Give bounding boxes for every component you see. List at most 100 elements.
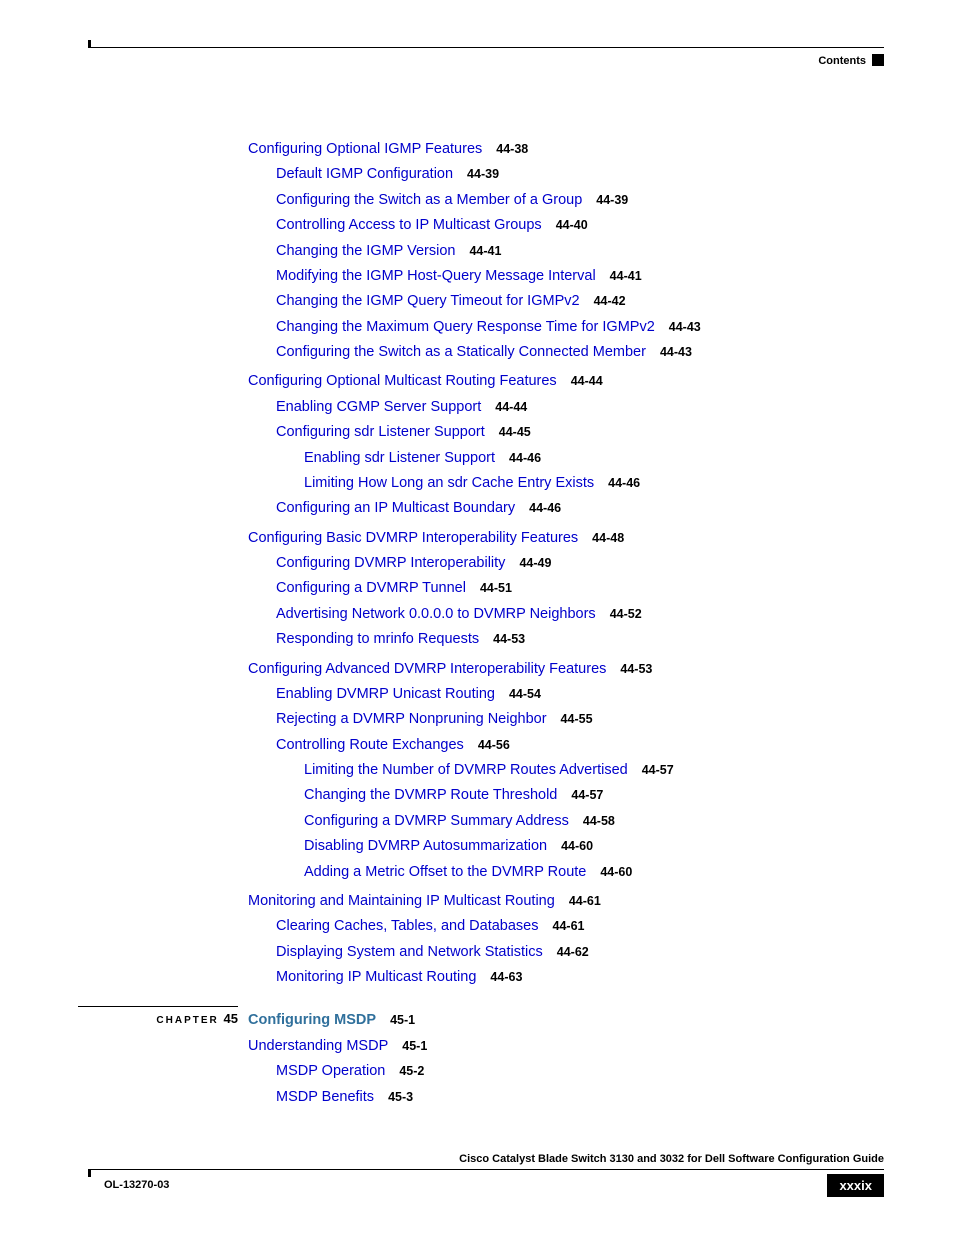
toc-link[interactable]: Controlling Route Exchanges <box>276 737 464 753</box>
toc-link[interactable]: Monitoring and Maintaining IP Multicast … <box>248 893 555 909</box>
toc-entry[interactable]: Configuring an IP Multicast Boundary44-4… <box>248 496 884 521</box>
toc-page: 44-63 <box>476 970 522 984</box>
toc-link[interactable]: Clearing Caches, Tables, and Databases <box>276 918 539 934</box>
toc-link[interactable]: Limiting the Number of DVMRP Routes Adve… <box>304 762 628 778</box>
toc-entry[interactable]: Advertising Network 0.0.0.0 to DVMRP Nei… <box>248 602 884 627</box>
contents-marker <box>872 54 884 66</box>
toc-page: 45-2 <box>385 1064 424 1078</box>
toc-link[interactable]: Configuring Basic DVMRP Interoperability… <box>248 530 578 546</box>
toc-link[interactable]: Configuring Optional IGMP Features <box>248 141 482 157</box>
toc-entry[interactable]: Changing the IGMP Version44-41 <box>248 239 884 264</box>
toc-link[interactable]: Configuring an IP Multicast Boundary <box>276 500 515 516</box>
toc-link[interactable]: Changing the IGMP Version <box>276 243 455 259</box>
toc-entry[interactable]: Enabling CGMP Server Support44-44 <box>248 395 884 420</box>
toc-page: 44-54 <box>495 687 541 701</box>
toc-page: 44-55 <box>547 712 593 726</box>
toc-entry[interactable]: Changing the Maximum Query Response Time… <box>248 315 884 340</box>
toc-link[interactable]: Advertising Network 0.0.0.0 to DVMRP Nei… <box>276 606 596 622</box>
toc-link[interactable]: Default IGMP Configuration <box>276 166 453 182</box>
toc-entry[interactable]: Limiting the Number of DVMRP Routes Adve… <box>248 758 884 783</box>
toc-page: 44-43 <box>655 320 701 334</box>
toc-body: Configuring Optional IGMP Features44-38D… <box>248 137 884 1110</box>
toc-entry[interactable]: Configuring a DVMRP Summary Address44-58 <box>248 809 884 834</box>
toc-link[interactable]: Responding to mrinfo Requests <box>276 631 479 647</box>
toc-link[interactable]: Configuring the Switch as a Statically C… <box>276 344 646 360</box>
toc-page: 44-61 <box>555 894 601 908</box>
toc-page: 44-57 <box>557 788 603 802</box>
toc-link[interactable]: Understanding MSDP <box>248 1038 388 1054</box>
toc-link[interactable]: Enabling DVMRP Unicast Routing <box>276 686 495 702</box>
toc-link[interactable]: Monitoring IP Multicast Routing <box>276 969 476 985</box>
toc-link[interactable]: Adding a Metric Offset to the DVMRP Rout… <box>304 864 586 880</box>
toc-page: 44-45 <box>485 425 531 439</box>
toc-entry[interactable]: Modifying the IGMP Host-Query Message In… <box>248 264 884 289</box>
chapter-title[interactable]: Configuring MSDP45-1 <box>248 1008 884 1033</box>
toc-link[interactable]: Configuring a DVMRP Tunnel <box>276 580 466 596</box>
toc-entry[interactable]: Controlling Route Exchanges44-56 <box>248 733 884 758</box>
toc-link[interactable]: Changing the DVMRP Route Threshold <box>304 787 557 803</box>
toc-entry[interactable]: Understanding MSDP45-1 <box>248 1034 884 1059</box>
toc-entry[interactable]: Limiting How Long an sdr Cache Entry Exi… <box>248 471 884 496</box>
toc-link[interactable]: MSDP Benefits <box>276 1089 374 1105</box>
toc-link[interactable]: MSDP Operation <box>276 1063 385 1079</box>
toc-link[interactable]: Limiting How Long an sdr Cache Entry Exi… <box>304 475 594 491</box>
toc-entry[interactable]: Default IGMP Configuration44-39 <box>248 162 884 187</box>
toc-entry[interactable]: Clearing Caches, Tables, and Databases44… <box>248 914 884 939</box>
footer-notch <box>88 1169 91 1177</box>
toc-link[interactable]: Configuring sdr Listener Support <box>276 424 485 440</box>
toc-link[interactable]: Changing the IGMP Query Timeout for IGMP… <box>276 293 580 309</box>
toc-link[interactable]: Enabling sdr Listener Support <box>304 450 495 466</box>
toc-entry[interactable]: Configuring Advanced DVMRP Interoperabil… <box>248 657 884 682</box>
footer-book-title: Cisco Catalyst Blade Switch 3130 and 303… <box>459 1153 884 1165</box>
toc-link[interactable]: Configuring Advanced DVMRP Interoperabil… <box>248 661 606 677</box>
toc-link[interactable]: Configuring DVMRP Interoperability <box>276 555 505 571</box>
toc-entry[interactable]: Configuring DVMRP Interoperability44-49 <box>248 551 884 576</box>
toc-page: 44-43 <box>646 345 692 359</box>
toc-entry[interactable]: Controlling Access to IP Multicast Group… <box>248 213 884 238</box>
toc-link[interactable]: Enabling CGMP Server Support <box>276 399 481 415</box>
toc-entry[interactable]: Adding a Metric Offset to the DVMRP Rout… <box>248 860 884 885</box>
toc-page: 44-41 <box>455 244 501 258</box>
toc-link[interactable]: Controlling Access to IP Multicast Group… <box>276 217 542 233</box>
toc-entry[interactable]: Rejecting a DVMRP Nonpruning Neighbor44-… <box>248 707 884 732</box>
toc-page: 44-42 <box>580 294 626 308</box>
toc-entry[interactable]: Responding to mrinfo Requests44-53 <box>248 627 884 652</box>
toc-link[interactable]: Configuring a DVMRP Summary Address <box>304 813 569 829</box>
toc-entry[interactable]: Configuring Optional Multicast Routing F… <box>248 369 884 394</box>
toc-entry[interactable]: Monitoring IP Multicast Routing44-63 <box>248 965 884 990</box>
toc-entry[interactable]: MSDP Operation45-2 <box>248 1059 884 1084</box>
toc-link[interactable]: Changing the Maximum Query Response Time… <box>276 319 655 335</box>
footer-doc-id: OL-13270-03 <box>104 1179 169 1191</box>
toc-page: 44-40 <box>542 218 588 232</box>
toc-entry[interactable]: Disabling DVMRP Autosummarization44-60 <box>248 834 884 859</box>
footer-page-number: xxxix <box>827 1174 884 1197</box>
footer-rule <box>88 1169 884 1170</box>
toc-page: 44-52 <box>596 607 642 621</box>
toc-entry[interactable]: Changing the IGMP Query Timeout for IGMP… <box>248 289 884 314</box>
toc-link[interactable]: Rejecting a DVMRP Nonpruning Neighbor <box>276 711 547 727</box>
toc-entry[interactable]: Displaying System and Network Statistics… <box>248 940 884 965</box>
toc-entry[interactable]: MSDP Benefits45-3 <box>248 1085 884 1110</box>
toc-entry[interactable]: Configuring the Switch as a Member of a … <box>248 188 884 213</box>
toc-page: 44-60 <box>586 865 632 879</box>
toc-entry[interactable]: Enabling DVMRP Unicast Routing44-54 <box>248 682 884 707</box>
toc-link[interactable]: Disabling DVMRP Autosummarization <box>304 838 547 854</box>
toc-page: 44-41 <box>596 269 642 283</box>
toc-entry[interactable]: Configuring sdr Listener Support44-45 <box>248 420 884 445</box>
toc-entry[interactable]: Configuring the Switch as a Statically C… <box>248 340 884 365</box>
toc-link[interactable]: Modifying the IGMP Host-Query Message In… <box>276 268 596 284</box>
toc-entry[interactable]: Monitoring and Maintaining IP Multicast … <box>248 889 884 914</box>
toc-entry[interactable]: Changing the DVMRP Route Threshold44-57 <box>248 783 884 808</box>
toc-entry[interactable]: Configuring Basic DVMRP Interoperability… <box>248 526 884 551</box>
toc-link[interactable]: Displaying System and Network Statistics <box>276 944 543 960</box>
toc-entry[interactable]: Enabling sdr Listener Support44-46 <box>248 446 884 471</box>
toc-entry[interactable]: Configuring a DVMRP Tunnel44-51 <box>248 576 884 601</box>
toc-page: 44-48 <box>578 531 624 545</box>
toc-page: 44-62 <box>543 945 589 959</box>
toc-link[interactable]: Configuring Optional Multicast Routing F… <box>248 373 557 389</box>
toc-page: 44-53 <box>479 632 525 646</box>
toc-link[interactable]: Configuring the Switch as a Member of a … <box>276 192 582 208</box>
toc-page: 44-56 <box>464 738 510 752</box>
toc-page: 44-44 <box>557 374 603 388</box>
toc-entry[interactable]: Configuring Optional IGMP Features44-38 <box>248 137 884 162</box>
